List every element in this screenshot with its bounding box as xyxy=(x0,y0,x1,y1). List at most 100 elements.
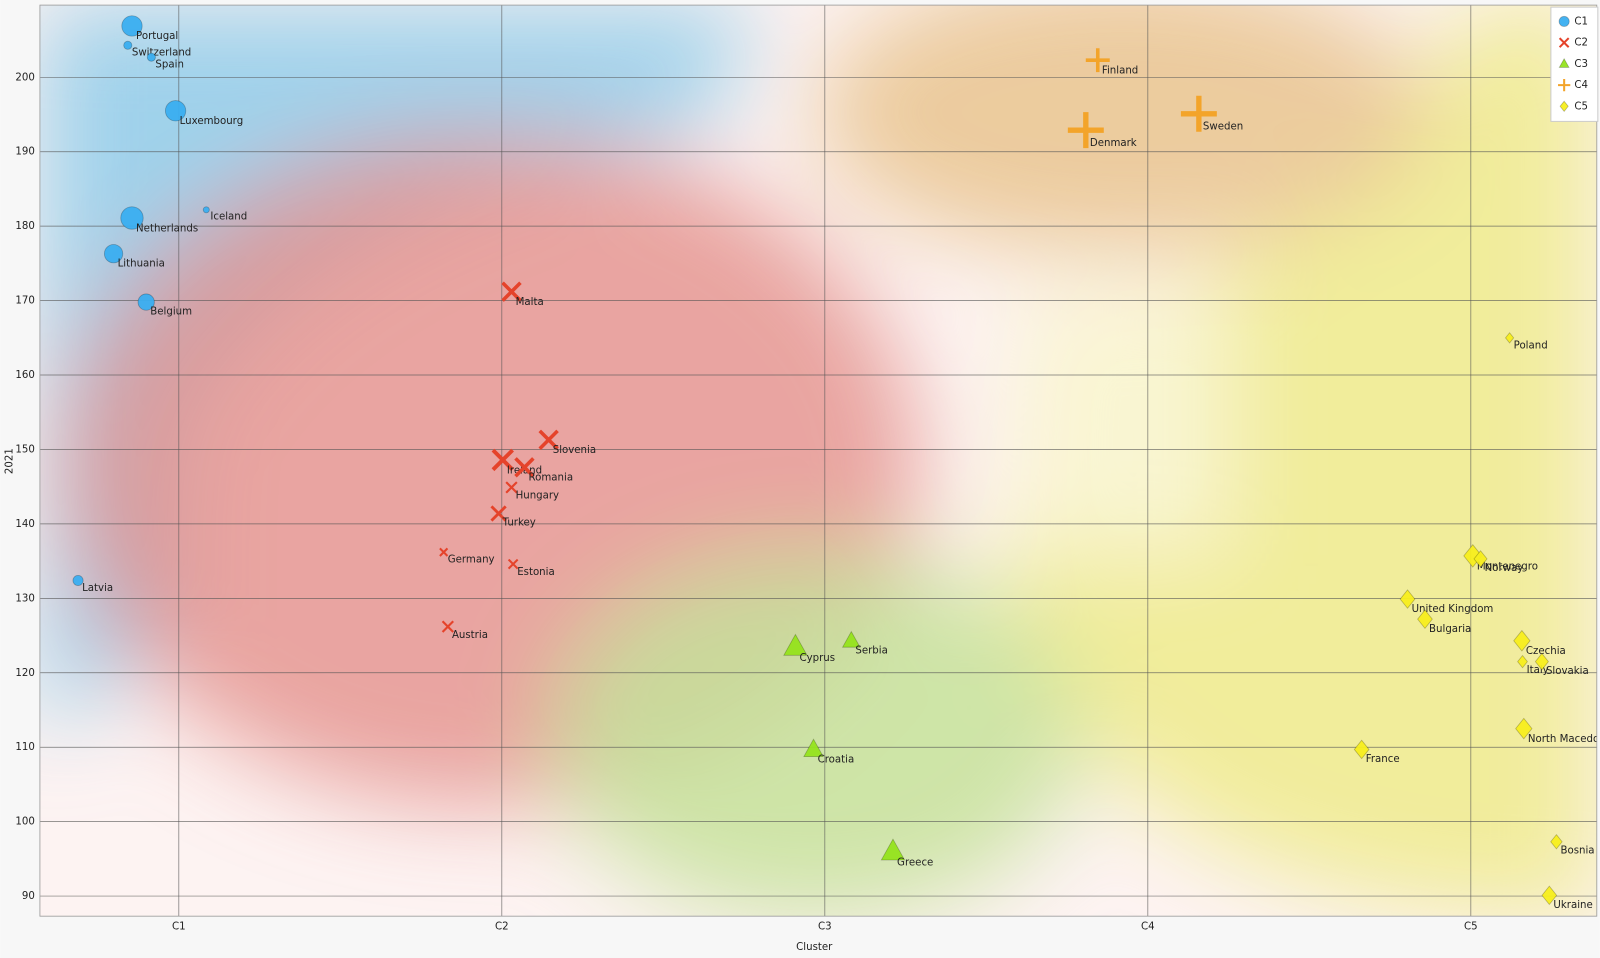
point-label: Hungary xyxy=(516,491,560,502)
y-tick-label: 110 xyxy=(15,742,34,753)
point-label: Italy xyxy=(1527,665,1549,676)
data-point xyxy=(1515,717,1533,740)
data-point xyxy=(137,293,155,311)
data-point xyxy=(538,429,559,450)
legend-marker xyxy=(1558,15,1570,27)
density-background xyxy=(39,5,1597,917)
point-label: Slovakia xyxy=(1546,666,1589,677)
point-label: Germany xyxy=(448,554,495,565)
point-label: Austria xyxy=(452,630,488,641)
y-tick-label: 130 xyxy=(15,593,34,604)
point-label: Denmark xyxy=(1090,138,1137,149)
point-label: Luxembourg xyxy=(180,116,244,127)
point-label: Greece xyxy=(897,858,933,869)
data-point xyxy=(1067,112,1104,149)
legend-marker xyxy=(1558,78,1571,92)
data-point xyxy=(841,630,861,648)
legend-label: C4 xyxy=(1574,80,1588,91)
data-point xyxy=(164,100,187,122)
data-point xyxy=(1534,652,1549,671)
data-point xyxy=(1517,654,1528,669)
point-label: Cyprus xyxy=(800,653,836,664)
y-tick-label: 160 xyxy=(15,370,34,381)
y-tick-label: 150 xyxy=(15,444,34,455)
x-tick-label: C4 xyxy=(1141,921,1155,932)
data-point xyxy=(505,481,518,494)
data-point xyxy=(490,505,507,522)
point-label: Romania xyxy=(529,473,574,484)
point-label: Spain xyxy=(155,59,183,70)
data-point xyxy=(1085,48,1110,73)
point-label: Lithuania xyxy=(118,258,165,269)
data-point xyxy=(1463,544,1483,568)
data-point xyxy=(514,457,535,478)
x-axis-label: Cluster xyxy=(796,942,833,953)
data-point xyxy=(72,574,84,586)
point-label: United Kingdom xyxy=(1412,604,1494,615)
point-label: Poland xyxy=(1514,340,1548,351)
point-label: Estonia xyxy=(517,567,555,578)
legend-marker xyxy=(1558,57,1570,68)
point-label: Norway xyxy=(1485,563,1524,574)
point-label: Ireland xyxy=(507,466,542,477)
data-point xyxy=(1353,739,1370,760)
data-point xyxy=(880,838,906,861)
point-label: Croatia xyxy=(818,755,855,766)
point-label: Malta xyxy=(516,297,544,308)
point-label: Slovenia xyxy=(553,445,596,456)
point-label: Czechia xyxy=(1526,646,1566,657)
data-point xyxy=(507,558,519,570)
y-tick-label: 120 xyxy=(15,668,34,679)
data-point xyxy=(1399,589,1416,609)
y-axis-label: 2021 xyxy=(4,448,15,474)
y-tick-label: 140 xyxy=(15,519,34,530)
point-label: Portugal xyxy=(136,31,178,42)
data-point xyxy=(146,52,156,62)
data-point xyxy=(1541,885,1558,906)
data-point xyxy=(1504,332,1515,344)
data-point xyxy=(783,633,808,656)
data-point xyxy=(1550,833,1563,850)
y-tick-label: 90 xyxy=(22,891,35,902)
y-tick-label: 170 xyxy=(15,296,34,307)
point-label: France xyxy=(1366,754,1400,765)
legend-label: C1 xyxy=(1574,16,1588,27)
point-label: Bulgaria xyxy=(1429,624,1471,635)
legend-label: C3 xyxy=(1574,59,1588,70)
data-point xyxy=(1473,550,1488,568)
legend-marker xyxy=(1558,37,1570,48)
data-point xyxy=(123,40,133,50)
point-label: Turkey xyxy=(502,518,536,529)
plot-border xyxy=(39,4,1598,917)
data-point xyxy=(121,15,143,37)
x-tick-label: C2 xyxy=(495,921,509,932)
point-label: Bosnia and Herzegovina xyxy=(1561,845,1600,856)
point-label: Finland xyxy=(1102,65,1138,76)
point-label: Montenegro xyxy=(1477,562,1538,573)
legend-marker xyxy=(1559,100,1569,113)
point-label: Netherlands xyxy=(136,224,198,235)
point-label: Switzerland xyxy=(132,47,191,58)
data-point xyxy=(1180,95,1217,132)
x-tick-label: C3 xyxy=(818,921,832,932)
legend-label: C5 xyxy=(1574,101,1588,112)
point-label: Iceland xyxy=(210,211,247,222)
x-tick-label: C1 xyxy=(172,921,186,932)
y-tick-label: 100 xyxy=(15,817,34,828)
data-point xyxy=(501,281,522,302)
data-point xyxy=(439,547,449,557)
y-tick-label: 180 xyxy=(15,221,34,232)
data-point xyxy=(103,244,124,264)
legend-label: C2 xyxy=(1574,38,1588,49)
y-tick-label: 200 xyxy=(15,72,34,83)
point-label: Sweden xyxy=(1203,122,1243,133)
data-point xyxy=(202,206,210,214)
data-point xyxy=(1513,629,1531,652)
legend-box xyxy=(1550,6,1599,122)
x-tick-label: C5 xyxy=(1464,921,1478,932)
data-point xyxy=(1417,609,1433,630)
